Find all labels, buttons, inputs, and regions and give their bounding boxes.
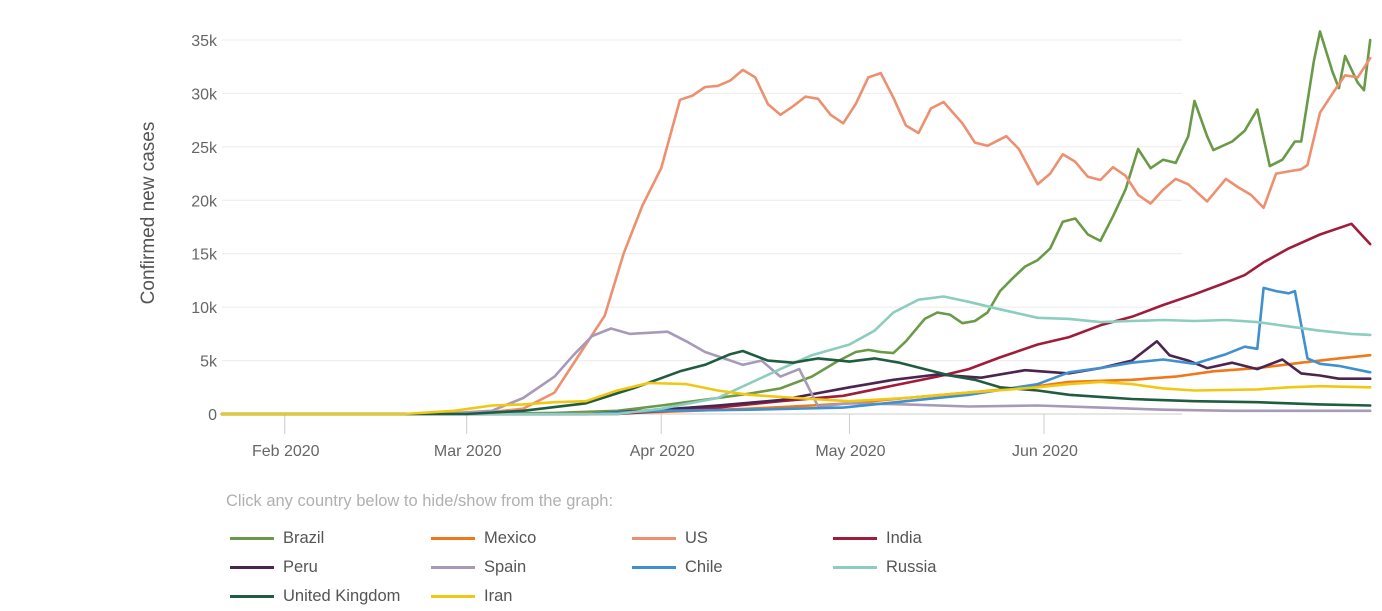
- legend-label: Chile: [685, 558, 723, 576]
- series-line-us: [220, 56, 1372, 416]
- legend-label: Peru: [283, 558, 318, 576]
- y-tick-label: 15k: [191, 247, 218, 264]
- legend-label: Iran: [484, 587, 513, 605]
- legend-swatch: [230, 595, 274, 598]
- series-line-india: [220, 222, 1372, 416]
- series-line-brazil: [220, 30, 1372, 416]
- y-tick-label: 10k: [191, 300, 218, 317]
- legend-label: US: [685, 529, 708, 547]
- legend-label: India: [886, 529, 922, 547]
- y-tick-label: 0: [208, 407, 217, 424]
- legend-swatch: [230, 566, 274, 569]
- legend-swatch: [431, 595, 475, 598]
- series-line-peru: [220, 340, 1372, 416]
- legend: Brazil Mexico US India Peru Spain Chile Russia U…: [230, 527, 1070, 608]
- legend-item-brazil[interactable]: Brazil: [230, 527, 431, 550]
- series-line-russia: [220, 295, 1372, 416]
- x-tick-label: Mar 2020: [434, 443, 502, 460]
- y-axis-title: Confirmed new cases: [138, 122, 159, 305]
- legend-item-mexico[interactable]: Mexico: [431, 527, 632, 550]
- line-chart: 0 5k 10k 15k 20k 25k 30k 35k Feb 2020 Mar 2020 Apr…: [138, 30, 1372, 460]
- grid-lines: [222, 39, 1182, 362]
- legend-label: Spain: [484, 558, 527, 576]
- series-line-spain: [220, 327, 1372, 416]
- y-tick-label: 20k: [191, 193, 218, 210]
- x-tick-label: May 2020: [815, 443, 885, 460]
- y-tick-label: 30k: [191, 86, 218, 103]
- x-tick-label: Feb 2020: [252, 443, 320, 460]
- legend-item-spain[interactable]: Spain: [431, 556, 632, 579]
- x-tick-label: Jun 2020: [1012, 443, 1078, 460]
- y-tick-label: 5k: [200, 354, 218, 371]
- y-tick-label: 25k: [191, 140, 218, 157]
- legend-label: Brazil: [283, 529, 325, 547]
- series-line-chile: [220, 286, 1372, 416]
- legend-swatch: [632, 566, 676, 569]
- legend-label: Russia: [886, 558, 937, 576]
- legend-item-russia[interactable]: Russia: [833, 556, 1034, 579]
- series-lines: [220, 30, 1372, 416]
- legend-item-iran[interactable]: Iran: [431, 585, 632, 608]
- legend-swatch: [833, 537, 877, 540]
- legend-label: Mexico: [484, 529, 537, 547]
- legend-swatch: [431, 537, 475, 540]
- y-tick-label: 35k: [191, 33, 218, 50]
- legend-swatch: [230, 537, 274, 540]
- axes: 0 5k 10k 15k 20k 25k 30k 35k Feb 2020 Mar 2020 Apr…: [191, 33, 1182, 460]
- legend-label: United Kingdom: [283, 587, 401, 605]
- legend-swatch: [833, 566, 877, 569]
- legend-item-peru[interactable]: Peru: [230, 556, 431, 579]
- legend-item-us[interactable]: US: [632, 527, 833, 550]
- legend-swatch: [632, 537, 676, 540]
- legend-swatch: [431, 566, 475, 569]
- legend-item-india[interactable]: India: [833, 527, 1034, 550]
- legend-item-chile[interactable]: Chile: [632, 556, 833, 579]
- legend-hint: Click any country below to hide/show fro…: [226, 492, 614, 510]
- x-tick-label: Apr 2020: [630, 443, 695, 460]
- legend-item-united-kingdom[interactable]: United Kingdom: [230, 585, 431, 608]
- series-line-iran: [220, 380, 1372, 416]
